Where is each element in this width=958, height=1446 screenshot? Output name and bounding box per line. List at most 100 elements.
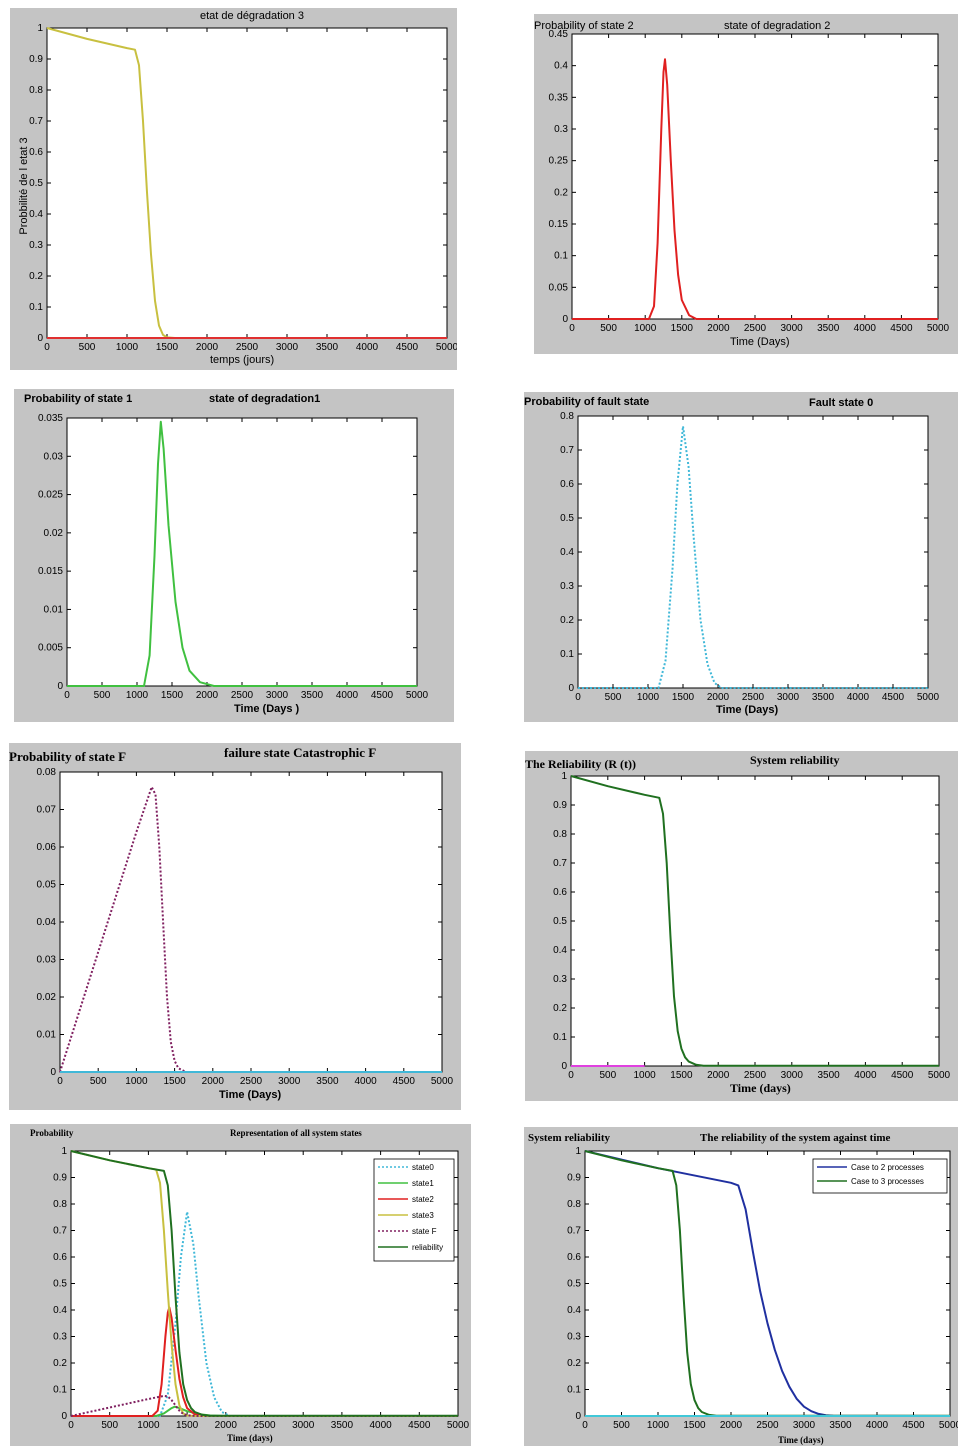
plot-area: 0 500 1000 1500 2000 2500 3000 3500 4000 4500 5000…	[37, 767, 454, 1087]
y-tick-label: 0.3	[554, 124, 568, 135]
y-tick-label: 0.4	[53, 1305, 67, 1316]
plot-background	[584, 1150, 951, 1417]
y-tick-label: 0.3	[553, 974, 567, 985]
x-tick-label: 5000	[436, 342, 457, 353]
y-tick-label: 0.05	[37, 880, 57, 891]
plot-area: 0 500 1000 1500 2000 2500 3000 3500 4000 4500 5000…	[549, 29, 950, 334]
x-tick-label: 3000	[793, 1420, 816, 1431]
series-line-reliability	[70, 1150, 458, 1417]
y-axis-label: Probbilité de l etat 3	[18, 137, 30, 235]
line-chart-fault-state: 0 500 1000 1500 2000 2500 3000 3500 4000 4500 5000…	[560, 411, 939, 703]
x-tick-label: 4000	[854, 323, 877, 334]
chart-panel-system-reliability: The Reliability (R (t)) System reliabili…	[525, 751, 958, 1101]
legend: Case to 2 processes Case to 3 processes	[812, 1158, 948, 1194]
plot-area: 0 500 1000 1500 2000 2500 3000 3500 4000 4500 5000…	[38, 413, 429, 701]
y-tick-label: 0.05	[549, 282, 569, 293]
y-tick-label: 0.35	[549, 92, 569, 103]
x-tick-label: 1000	[126, 690, 149, 701]
y-axis-label: Probability of fault state	[524, 396, 650, 408]
x-tick-label: 1000	[116, 342, 139, 353]
x-axis-label: Time (days)	[227, 1433, 273, 1443]
plot-area: 0 500 1000 1500 2000 2500 3000 3500 4000 4500 5000…	[553, 771, 950, 1081]
chart-title: System reliability	[750, 753, 840, 767]
x-tick-label: 500	[600, 323, 617, 334]
y-tick-label: 0.015	[38, 566, 63, 577]
line-chart-all-states: 0 500 1000 1500 2000 2500 3000 3500 4000 4500 5000…	[53, 1146, 470, 1431]
y-tick-label: 0.4	[554, 61, 568, 72]
chart-title: Fault state 0	[809, 397, 874, 409]
y-tick-label: 0	[61, 1411, 67, 1422]
x-axis-label: Time (Days)	[219, 1089, 282, 1101]
y-tick-label: 0.6	[560, 479, 574, 490]
plot-area: 0 500 1000 1500 2000 2500 3000 3500 4000 4500 5000…	[29, 23, 457, 353]
x-tick-label: 3500	[301, 690, 324, 701]
y-tick-label: 0.025	[38, 490, 63, 501]
x-axis-label: Time (Days )	[234, 703, 300, 715]
y-tick-label: 0.6	[29, 147, 43, 158]
y-tick-label: 0.3	[567, 1332, 581, 1343]
y-tick-label: 0	[568, 683, 574, 694]
y-tick-label: 0.7	[560, 445, 574, 456]
x-tick-label: 4000	[336, 690, 359, 701]
line-chart-degradation-2: 0 500 1000 1500 2000 2500 3000 3500 4000 4500 5000…	[549, 29, 950, 334]
legend-label: Case to 2 processes	[851, 1163, 924, 1172]
chart-title: state of degradation 2	[724, 20, 831, 32]
legend-label: state1	[412, 1179, 434, 1188]
x-tick-label: 4500	[371, 690, 394, 701]
y-axis-label: Probability of state F	[9, 749, 127, 764]
plot-background	[46, 27, 448, 339]
series-line-series-0	[578, 425, 928, 689]
x-tick-label: 2500	[253, 1420, 276, 1431]
y-tick-label: 0	[561, 1061, 567, 1072]
x-axis-label: Time (days)	[778, 1435, 824, 1445]
x-tick-label: 3000	[266, 690, 289, 701]
x-tick-label: 2500	[231, 690, 254, 701]
chart-title: etat de dégradation 3	[200, 10, 304, 22]
y-tick-label: 0.2	[560, 615, 574, 626]
x-tick-label: 500	[613, 1420, 630, 1431]
chart-panel-degradation-3: etat de dégradation 3 0 500 1000 1500 2000 25…	[10, 8, 457, 370]
y-tick-label: 0.5	[553, 916, 567, 927]
x-axis-label: Time (days)	[730, 1081, 791, 1095]
plot-background	[59, 771, 443, 1073]
y-tick-label: 0.1	[554, 251, 568, 262]
series-line-series-0	[570, 775, 939, 1067]
y-tick-label: 0.9	[53, 1173, 67, 1184]
x-axis-label: temps (jours)	[210, 354, 275, 366]
x-tick-label: 5000	[939, 1420, 958, 1431]
x-tick-label: 5000	[447, 1420, 470, 1431]
y-tick-label: 0.9	[567, 1173, 581, 1184]
y-tick-label: 0.5	[567, 1279, 581, 1290]
y-axis-label: Probability of state 2	[534, 20, 634, 32]
y-tick-label: 0.7	[567, 1226, 581, 1237]
chart-panel-degradation-1: Probability of state 1 state of degradat…	[14, 389, 454, 722]
chart-title: The reliability of the system against ti…	[700, 1132, 891, 1144]
y-tick-label: 0.25	[549, 156, 569, 167]
y-tick-label: 1	[575, 1146, 581, 1157]
x-tick-label: 3000	[780, 323, 803, 334]
y-tick-label: 0.02	[37, 992, 57, 1003]
x-tick-label: 1500	[161, 690, 184, 701]
x-tick-label: 4000	[354, 1076, 377, 1087]
y-tick-label: 0.3	[560, 581, 574, 592]
x-tick-label: 4500	[393, 1076, 416, 1087]
y-tick-label: 0.2	[29, 271, 43, 282]
x-tick-label: 4500	[890, 323, 913, 334]
y-tick-label: 0.3	[29, 240, 43, 251]
plot-background	[571, 33, 939, 320]
chart-title: failure state Catastrophic F	[224, 745, 377, 760]
y-tick-label: 0.2	[53, 1358, 67, 1369]
y-tick-label: 0.01	[37, 1030, 57, 1041]
x-tick-label: 4500	[882, 692, 905, 703]
x-tick-label: 3000	[781, 1070, 804, 1081]
x-tick-label: 0	[57, 1076, 63, 1087]
y-tick-label: 0.2	[554, 187, 568, 198]
y-tick-label: 0.4	[553, 945, 567, 956]
x-tick-label: 2500	[742, 692, 765, 703]
y-tick-label: 0.1	[553, 1032, 567, 1043]
x-tick-label: 1000	[137, 1420, 160, 1431]
y-axis-label: The Reliability (R (t))	[525, 757, 636, 771]
y-tick-label: 0.7	[553, 858, 567, 869]
x-tick-label: 2500	[744, 323, 767, 334]
x-tick-label: 0	[575, 692, 581, 703]
